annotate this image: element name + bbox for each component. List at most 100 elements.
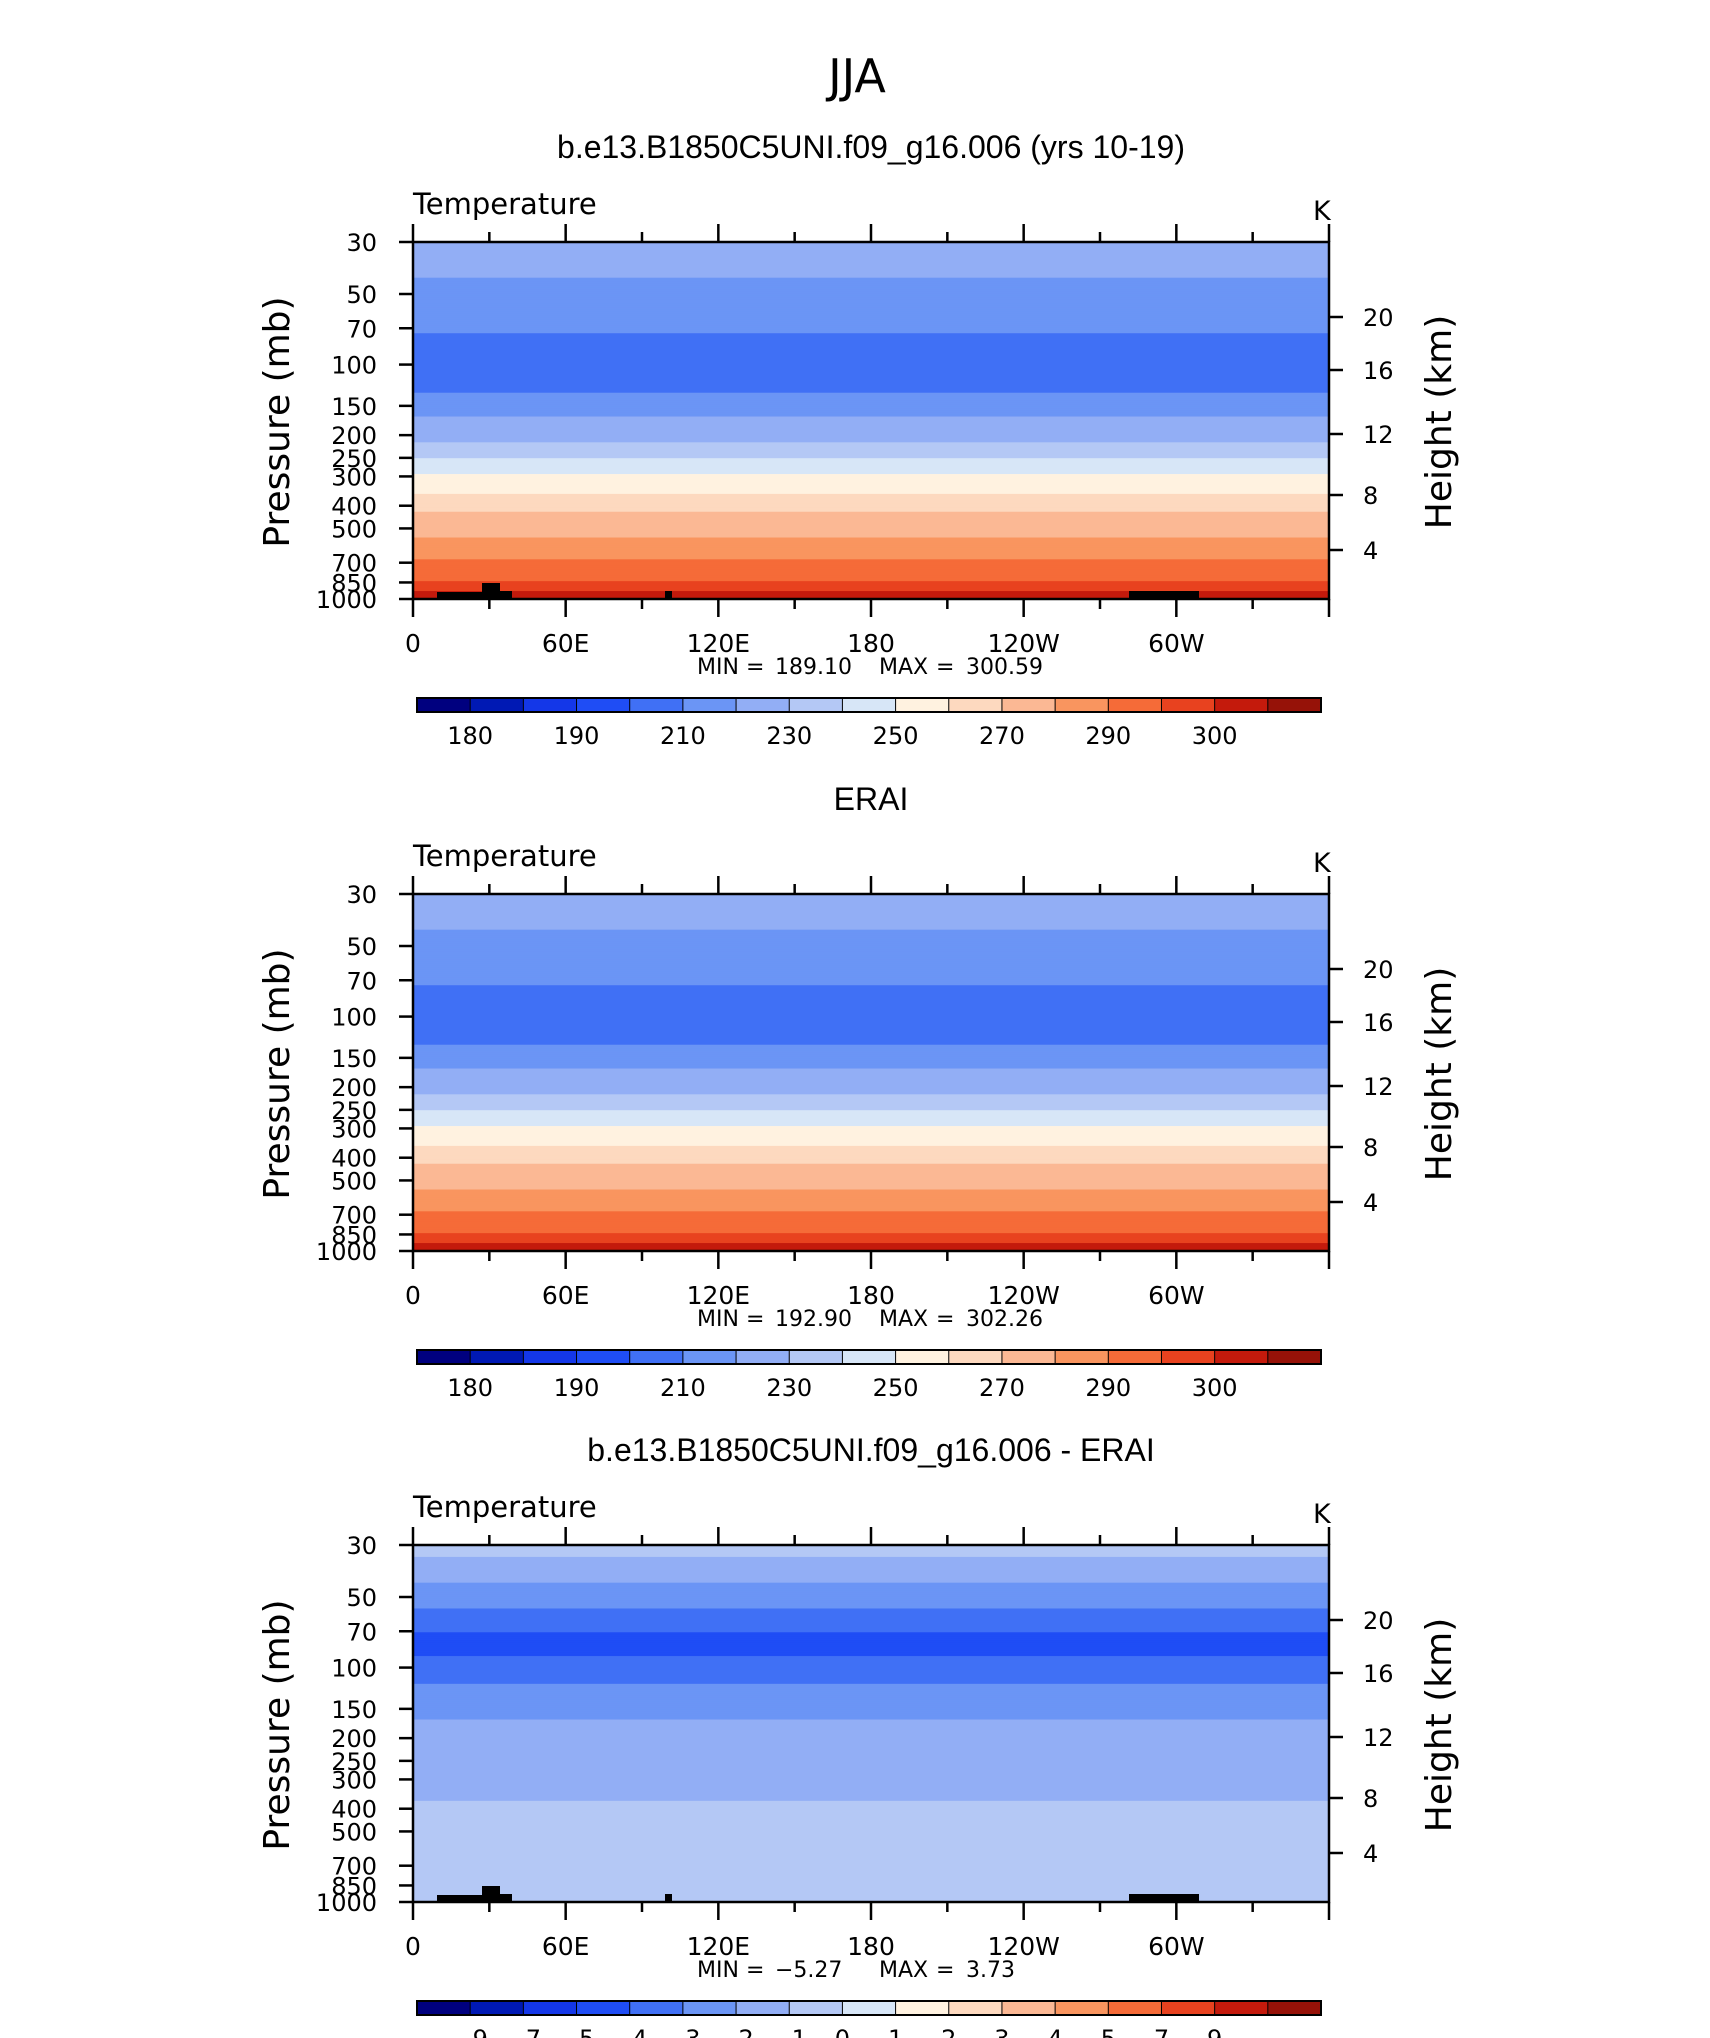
contour-band: [413, 1779, 1329, 1782]
colorbar-box: [841, 2000, 897, 2016]
contour-band: [413, 941, 1329, 945]
contour-band: [413, 595, 1329, 598]
contour-band: [413, 1001, 1329, 1004]
y-right-tick-label: 20: [1363, 956, 1394, 984]
y-right-tick-label: 12: [1363, 421, 1394, 449]
contour-band: [413, 1018, 1329, 1022]
contour-band: [413, 1818, 1329, 1822]
y-right-axis-title: Height (km): [1419, 315, 1460, 529]
contour-band: [413, 416, 1329, 420]
contour-band: [413, 591, 1329, 594]
contour-band: [413, 1044, 1329, 1048]
contour-band: [413, 1080, 1329, 1084]
contour-band: [413, 361, 1329, 364]
contour-band: [413, 351, 1329, 354]
y-right-tick-label: 16: [1363, 357, 1394, 385]
contour-band: [413, 1820, 1329, 1824]
contour-band: [413, 939, 1329, 943]
contour-band: [413, 1225, 1329, 1228]
contour-band: [413, 1036, 1329, 1040]
contour-band: [413, 341, 1329, 344]
contour-band: [413, 1016, 1329, 1020]
contour-band: [413, 1747, 1329, 1750]
contour-band: [413, 579, 1329, 582]
contour-band: [413, 523, 1329, 527]
contour-band: [413, 1574, 1329, 1578]
topography: [500, 1894, 512, 1902]
colorbar-label: 250: [873, 722, 919, 750]
contour-band: [413, 1620, 1329, 1623]
topography: [437, 1895, 512, 1902]
colorbar-label: 9: [1207, 2025, 1222, 2038]
contour-band: [413, 414, 1329, 418]
contour-band: [413, 1735, 1329, 1738]
contour-band: [413, 1681, 1329, 1685]
contour-band: [413, 1856, 1329, 1859]
colorbar-box: [1160, 697, 1216, 713]
contour-band: [413, 539, 1329, 543]
contour-band: [413, 1650, 1329, 1653]
contour-band: [413, 529, 1329, 533]
contour-band: [413, 1733, 1329, 1736]
contour-band: [413, 434, 1329, 437]
colorbar-box: [1267, 1349, 1322, 1365]
contour-band: [413, 511, 1329, 515]
contour-band: [413, 1642, 1329, 1645]
contour-band: [413, 1145, 1329, 1149]
contour-band: [413, 436, 1329, 439]
contour-band: [413, 1167, 1329, 1171]
contour-band: [413, 1618, 1329, 1621]
topography: [1129, 591, 1199, 599]
contour-band: [413, 1090, 1329, 1093]
colorbar-label: 4: [1047, 2025, 1062, 2038]
contour-band: [413, 1213, 1329, 1216]
contour-band: [413, 273, 1329, 277]
contour-band: [413, 1725, 1329, 1729]
contour-band: [413, 1808, 1329, 1812]
colorbar-box: [416, 1349, 472, 1365]
contour-band: [413, 963, 1329, 966]
contour-band: [413, 1157, 1329, 1161]
contour-band: [413, 343, 1329, 346]
contour-band: [413, 1046, 1329, 1050]
y-tick-label: 100: [331, 1655, 377, 1683]
contour-band: [413, 919, 1329, 923]
contour-band: [413, 1592, 1329, 1596]
colorbar-label: −1: [772, 2025, 807, 2038]
contour-band: [413, 915, 1329, 919]
contour-band: [413, 969, 1329, 972]
contour-band: [413, 337, 1329, 340]
contour-band: [413, 460, 1329, 463]
x-tick-label: 60W: [1148, 1281, 1205, 1310]
y-right-axis-title: Height (km): [1419, 1618, 1460, 1832]
panel-2: ERAI Temperature K 0 60E 120E 180 120W 60W 30 50 70…: [257, 781, 1460, 1402]
contour-band: [413, 1070, 1329, 1074]
contour-band: [413, 1229, 1329, 1232]
contour-band: [413, 1786, 1329, 1790]
contour-band: [413, 279, 1329, 283]
colorbar-box: [1107, 2000, 1163, 2016]
contour-band: [413, 424, 1329, 428]
x-tick-label: 120E: [687, 1932, 751, 1961]
colorbar-box: [416, 2000, 472, 2016]
contour-band: [413, 1894, 1329, 1897]
contour-band: [413, 1005, 1329, 1008]
contour-band: [413, 975, 1329, 978]
y-tick-label: 250: [331, 445, 377, 473]
panels: b.e13.B1850C5UNI.f09_g16.006 (yrs 10-19)…: [257, 129, 1460, 2038]
contour-band: [413, 1870, 1329, 1873]
contour-band: [413, 1568, 1329, 1572]
contour-band: [413, 432, 1329, 435]
contour-band: [413, 907, 1329, 911]
contour-band: [413, 1844, 1329, 1848]
y-tick-label: 200: [331, 1725, 377, 1753]
y-tick-label: 250: [331, 1748, 377, 1776]
contour-band: [413, 1130, 1329, 1133]
y-tick-label: 500: [331, 1167, 377, 1195]
panel-title: ERAI: [834, 781, 909, 817]
colorbar-box: [1054, 2000, 1110, 2016]
contour-band: [413, 1632, 1329, 1635]
min-value: −5.27: [775, 1958, 842, 1983]
colorbar-label: 0: [835, 2025, 850, 2038]
colorbar-box: [629, 1349, 684, 1365]
